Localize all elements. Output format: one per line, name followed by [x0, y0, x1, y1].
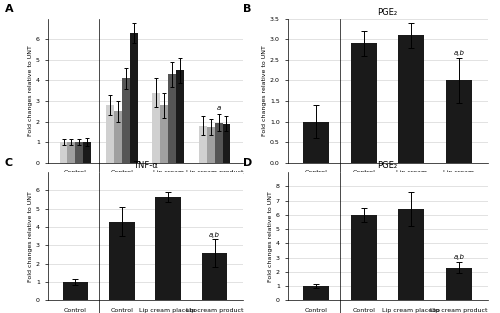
Bar — [199, 126, 207, 163]
Bar — [207, 127, 214, 163]
Bar — [446, 268, 472, 300]
Y-axis label: Fold changes relative to UNT: Fold changes relative to UNT — [262, 45, 267, 136]
Bar — [122, 79, 130, 163]
Bar — [350, 44, 377, 163]
Y-axis label: Fold changes relative to UNT: Fold changes relative to UNT — [28, 45, 33, 136]
Bar — [350, 215, 377, 300]
Bar — [398, 35, 424, 163]
Bar — [83, 142, 91, 163]
Y-axis label: Fold changes relative to UNT: Fold changes relative to UNT — [28, 191, 33, 282]
Text: a,b: a,b — [454, 254, 464, 260]
Text: a: a — [216, 105, 220, 111]
Title: PGE₂: PGE₂ — [378, 161, 398, 170]
Text: UVA 150 mJ/cm²: UVA 150 mJ/cm² — [387, 204, 436, 210]
Bar — [303, 122, 329, 163]
Bar — [168, 74, 176, 163]
Text: B: B — [244, 3, 252, 13]
Text: No UV: No UV — [307, 205, 326, 210]
Bar — [160, 105, 168, 163]
Bar — [76, 142, 83, 163]
Bar — [446, 80, 472, 163]
Text: UVB 150 mJ/cm²: UVB 150 mJ/cm² — [144, 204, 193, 210]
Bar — [106, 105, 114, 163]
Bar — [62, 282, 88, 300]
Title: PGE₂: PGE₂ — [378, 8, 398, 17]
Text: C: C — [4, 158, 12, 168]
Bar — [202, 253, 228, 300]
Bar — [176, 70, 184, 163]
Bar — [109, 222, 134, 300]
Bar — [60, 142, 68, 163]
Text: D: D — [244, 158, 253, 168]
Y-axis label: Fold changes relative to UNT: Fold changes relative to UNT — [268, 191, 273, 282]
Text: a,b: a,b — [454, 50, 464, 56]
Text: No UV: No UV — [66, 205, 84, 210]
Bar — [214, 123, 222, 163]
Bar — [68, 142, 76, 163]
Title: TNF-α: TNF-α — [132, 161, 158, 170]
Text: A: A — [4, 3, 13, 13]
Bar — [398, 209, 424, 300]
Bar — [156, 197, 181, 300]
Bar — [222, 124, 230, 163]
Bar — [152, 93, 160, 163]
Bar — [130, 33, 138, 163]
Bar — [114, 111, 122, 163]
Bar — [303, 286, 329, 300]
Text: a,b: a,b — [209, 232, 220, 238]
